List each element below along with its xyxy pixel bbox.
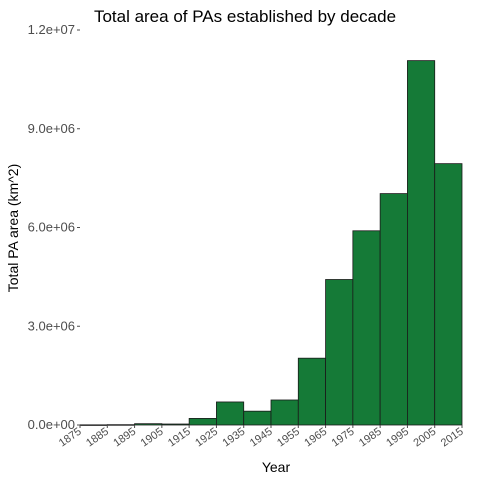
chart-title: Total area of PAs established by decade <box>94 7 396 26</box>
x-tick-label: 2005 <box>411 426 438 450</box>
bar-1925 <box>216 401 245 426</box>
x-tick-label: 1885 <box>84 426 111 450</box>
x-tick-label: 1915 <box>166 426 193 450</box>
x-tick-label: 1965 <box>302 426 329 450</box>
x-axis: 1875 1885 1895 1905 1915 1925 1935 1945 1955 1965… <box>57 425 466 450</box>
x-tick-label: 1935 <box>220 426 247 450</box>
x-axis-title: Year <box>262 459 291 475</box>
x-tick-label: 1945 <box>248 426 275 450</box>
x-tick-label: 1905 <box>139 426 166 450</box>
x-tick-label: 1955 <box>275 426 302 450</box>
bar-1975 <box>352 230 381 426</box>
x-tick-label: 1925 <box>193 426 220 450</box>
bar-1955 <box>297 357 326 426</box>
bar-1935 <box>243 410 272 426</box>
y-tick-label: 0.0e+00 <box>28 417 75 432</box>
x-tick-label: 2015 <box>439 426 466 450</box>
bar-2005 <box>434 163 463 426</box>
x-tick-label: 1975 <box>330 426 357 450</box>
x-tick-label: 1995 <box>384 426 411 450</box>
bar-1945 <box>270 399 299 426</box>
bar-1895 <box>134 423 163 426</box>
bars-group <box>79 60 463 426</box>
y-axis-title: Total PA area (km^2) <box>5 164 21 292</box>
y-axis: 0.0e+00 3.0e+06 6.0e+06 9.0e+06 1.2e+07 <box>28 22 80 432</box>
y-tick-label: 1.2e+07 <box>28 22 75 37</box>
y-tick-label: 9.0e+06 <box>28 121 75 136</box>
bar-1965 <box>325 279 354 426</box>
x-tick-label: 1985 <box>357 426 384 450</box>
x-tick-label: 1895 <box>111 426 138 450</box>
bar-1905 <box>161 423 190 426</box>
y-tick-label: 3.0e+06 <box>28 318 75 333</box>
y-tick-label: 6.0e+06 <box>28 220 75 235</box>
bar-1915 <box>188 418 217 426</box>
bar-1985 <box>379 193 408 426</box>
bar-1995 <box>407 60 436 426</box>
